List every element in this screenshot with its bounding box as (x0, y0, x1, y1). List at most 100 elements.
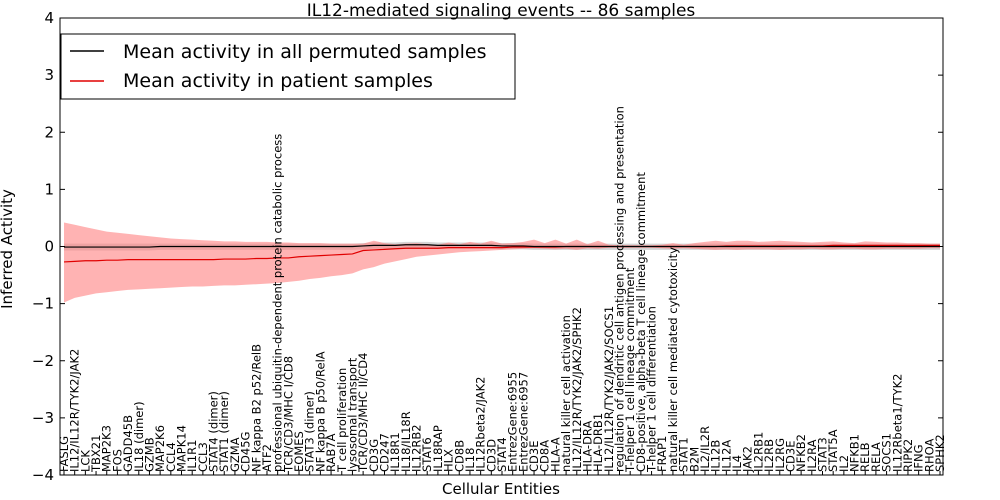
category-label: IL12B (709, 440, 723, 472)
category-label: IL12/IL12R/TYK2/JAK2/SOCS1 (602, 306, 616, 472)
category-label: GZMB (142, 437, 156, 472)
y-axis-label: Inferred Activity (0, 189, 16, 309)
category-label: IL12A (719, 440, 733, 472)
category-label: CD3E (783, 441, 797, 472)
category-label: MAP2K3 (100, 425, 114, 472)
y-tick-label: −1 (32, 295, 54, 313)
category-label: HLA-DRA (580, 421, 594, 472)
category-label: CD3D (484, 439, 498, 472)
category-label: IL2RB (762, 439, 776, 472)
category-label: TCR/CD3/MHC I/CD8 (281, 356, 295, 473)
category-label: ATF2 (260, 444, 274, 472)
category-label: JAK2 (741, 446, 755, 473)
category-label: IL2RB1 (751, 432, 765, 472)
category-label: CD8B (452, 440, 466, 472)
category-label: FOS (110, 449, 124, 472)
category-label: RIPK2 (901, 439, 915, 472)
category-label: IL2RG (773, 438, 787, 472)
category-label: T-helper 1 cell lineage commitment (623, 267, 637, 473)
category-label: lysosomal transport (345, 357, 359, 472)
category-label: IL12Rbeta2/JAK2 (474, 377, 488, 472)
category-label: STAT5A (826, 429, 840, 472)
category-label: CD3G (367, 439, 381, 472)
category-labels: FASLGIL12/IL12R/TYK2/JAK2LCKTBX21MAP2K3F… (57, 106, 947, 475)
category-label: HLX (442, 449, 456, 472)
category-label: EOMES (292, 431, 306, 472)
category-label: IL12Rbeta1/TYK2 (890, 374, 904, 472)
y-tick-label: 4 (44, 9, 54, 27)
category-label: IL2/IL2R (698, 426, 712, 472)
x-axis-label: Cellular Entities (442, 480, 560, 498)
legend-label-permuted: Mean activity in all permuted samples (123, 41, 486, 63)
category-label: IL4 (730, 455, 744, 472)
chart-title: IL12-mediated signaling events -- 86 sam… (307, 1, 696, 21)
category-label: STAT4 (dimer) (207, 391, 221, 472)
category-label: MAPK14 (175, 425, 189, 472)
category-label: FRAP1 (655, 436, 669, 472)
category-label: HLA-DRB1 (591, 413, 605, 472)
series-lines (63, 244, 940, 263)
category-label: RELA (869, 442, 883, 472)
category-label: STAT4 (495, 437, 509, 472)
category-label: GZMA (228, 437, 242, 472)
category-label: IL18R1 (388, 432, 402, 472)
category-label: STAT6 (420, 437, 434, 472)
category-label: natural killer cell activation (559, 315, 573, 472)
category-label: T cell proliferation (335, 368, 349, 473)
category-label: TCR/CD3/MHC II/CD4 (356, 353, 370, 473)
legend-label-patient: Mean activity in patient samples (123, 70, 433, 92)
category-label: RELB (858, 442, 872, 472)
category-label: STAT3 (dimer) (303, 391, 317, 472)
category-label: RHOA (922, 439, 936, 472)
category-label: IL18RAP (431, 425, 445, 472)
category-label: natural killer cell mediated cytotoxicit… (666, 247, 680, 472)
category-label: CCL4 (164, 442, 178, 472)
category-label: NFKB1 (848, 434, 862, 472)
category-label: NF kappa B p50/RelA (313, 351, 327, 472)
y-tick-label: −3 (32, 409, 54, 427)
category-label: CD3E (527, 441, 541, 472)
category-label: IFNG (912, 444, 926, 472)
category-label: IL2 (837, 455, 851, 472)
legend: Mean activity in all permuted samples Me… (60, 33, 516, 100)
category-label: CD8A (538, 440, 552, 472)
category-label: IL18 (dimer) (132, 401, 146, 472)
category-label: SPHK2 (933, 434, 947, 472)
y-tick-label: −4 (32, 466, 54, 484)
permuted-series-line (64, 244, 940, 248)
category-label: regulation of dendritic cell antigen pro… (613, 106, 627, 472)
category-label: RAB7A (324, 433, 338, 472)
category-label: EntrezGene:6955 (506, 372, 520, 472)
category-label: IL12RB2 (410, 424, 424, 472)
category-label: IL12/IL12R/TYK2/JAK2/SPHK2 (570, 307, 584, 472)
category-label: IL1R1 (185, 440, 199, 472)
category-label: STAT1 (dimer) (217, 391, 231, 472)
patient-band (64, 222, 940, 303)
y-tick-label: −2 (32, 352, 54, 370)
y-axis: −4 −3 −2 −1 0 1 2 3 4 (32, 9, 943, 484)
y-tick-label: 3 (44, 66, 54, 84)
category-label: IL18/IL18R (399, 411, 413, 472)
category-label: STAT1 (677, 437, 691, 472)
y-tick-label: 2 (44, 123, 54, 141)
category-label: T-helper 1 cell differentiation (645, 306, 659, 473)
category-label: GADD45B (121, 415, 135, 472)
category-label: IL2RA (805, 439, 819, 472)
category-label: IL18 (463, 448, 477, 472)
category-label: SOCS1 (880, 433, 894, 472)
category-label: STAT3 (815, 437, 829, 472)
category-label: NFKB2 (794, 434, 808, 472)
category-label: LCK (78, 450, 92, 472)
category-label: IL12/IL12R/TYK2/JAK2 (68, 349, 82, 472)
category-label: HLA-A (548, 437, 562, 472)
category-label: CCL3 (196, 442, 210, 472)
legend-box (60, 33, 516, 100)
category-label: MAP2K6 (153, 425, 167, 472)
plot-frame (59, 17, 944, 476)
y-tick-label: 1 (44, 180, 54, 198)
category-label: EntrezGene:6957 (516, 372, 530, 472)
y-tick-label: 0 (44, 238, 54, 256)
category-label: CD45G (239, 432, 253, 472)
category-label: CD8-positive, alpha-beta T cell lineage … (634, 172, 648, 472)
